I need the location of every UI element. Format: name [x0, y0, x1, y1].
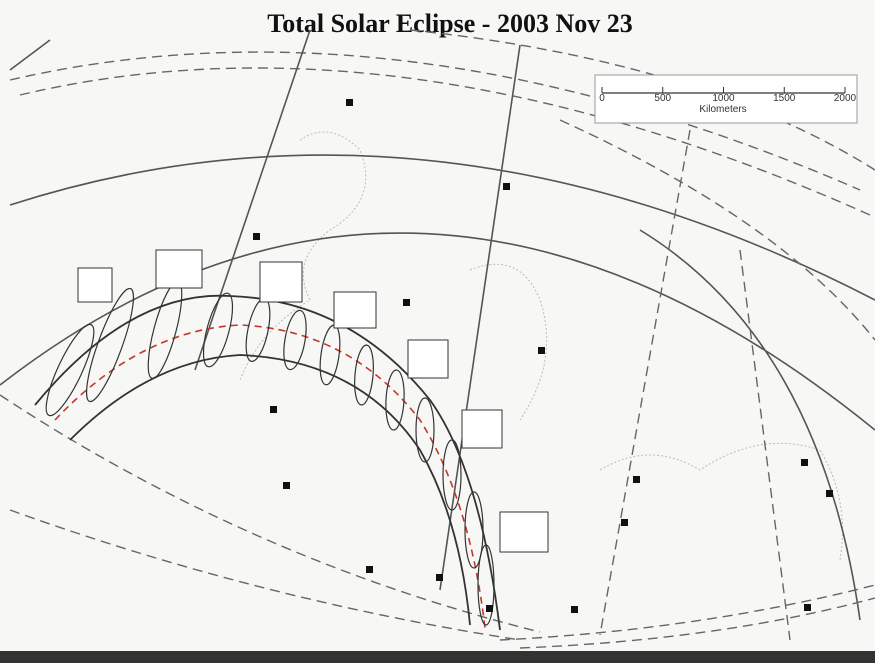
umbra-shadow — [442, 439, 462, 511]
stations — [253, 99, 833, 613]
station — [826, 490, 833, 497]
umbra-shadow — [385, 369, 405, 431]
umbra-shadow — [477, 544, 495, 626]
station — [503, 183, 510, 190]
scale-label: 0 — [599, 93, 605, 104]
meridian — [439, 44, 521, 591]
scale-box — [594, 74, 858, 124]
station — [270, 406, 277, 413]
grid-arcs — [0, 29, 875, 649]
meridian — [194, 29, 311, 371]
umbra-shadow — [45, 323, 95, 417]
station — [253, 233, 260, 240]
time-box — [77, 267, 113, 303]
time-box — [499, 511, 549, 553]
time-boxes — [77, 249, 549, 553]
station — [436, 574, 443, 581]
dashed-arc — [559, 119, 875, 341]
time-box — [461, 409, 503, 449]
station — [283, 482, 290, 489]
time-box — [155, 249, 203, 289]
meridian — [9, 39, 51, 71]
meridians — [9, 29, 791, 641]
station — [571, 606, 578, 613]
bottom-strip — [0, 651, 875, 663]
shadow-ellipses — [45, 281, 495, 626]
map-title: Total Solar Eclipse - 2003 Nov 23 — [267, 9, 632, 38]
scale-unit: Kilometers — [699, 104, 746, 115]
scale-label: 500 — [654, 93, 671, 104]
station — [804, 604, 811, 611]
lower-edge — [519, 597, 875, 649]
coastline — [239, 131, 367, 381]
scale-label: 1000 — [712, 93, 735, 104]
arc — [9, 154, 875, 301]
station — [486, 605, 493, 612]
station — [346, 99, 353, 106]
time-box — [333, 291, 377, 329]
station — [538, 347, 545, 354]
time-box — [407, 339, 449, 379]
station — [801, 459, 808, 466]
scale-label: 1500 — [773, 93, 796, 104]
time-box — [259, 261, 303, 303]
scale-bar: Kilometers 0 500 1000 1500 2000 — [594, 74, 858, 124]
arc — [0, 232, 875, 431]
lower-edge — [499, 584, 875, 641]
umbra-shadow — [202, 292, 234, 368]
umbra-shadow — [415, 397, 435, 463]
station — [633, 476, 640, 483]
station — [366, 566, 373, 573]
umbra-shadow — [283, 309, 307, 371]
station — [621, 519, 628, 526]
dashed-arc — [9, 51, 861, 191]
umbra-shadow — [464, 491, 484, 569]
path-limit — [69, 354, 471, 626]
coastlines — [239, 131, 843, 561]
dashed-arc — [19, 67, 871, 216]
umbra-shadow — [354, 344, 374, 406]
scale-label: 2000 — [834, 93, 857, 104]
station — [403, 299, 410, 306]
meridian — [739, 249, 791, 641]
arc — [639, 229, 861, 621]
meridian — [599, 129, 691, 636]
umbra-shadow — [85, 287, 135, 403]
lower-edge — [9, 509, 521, 641]
